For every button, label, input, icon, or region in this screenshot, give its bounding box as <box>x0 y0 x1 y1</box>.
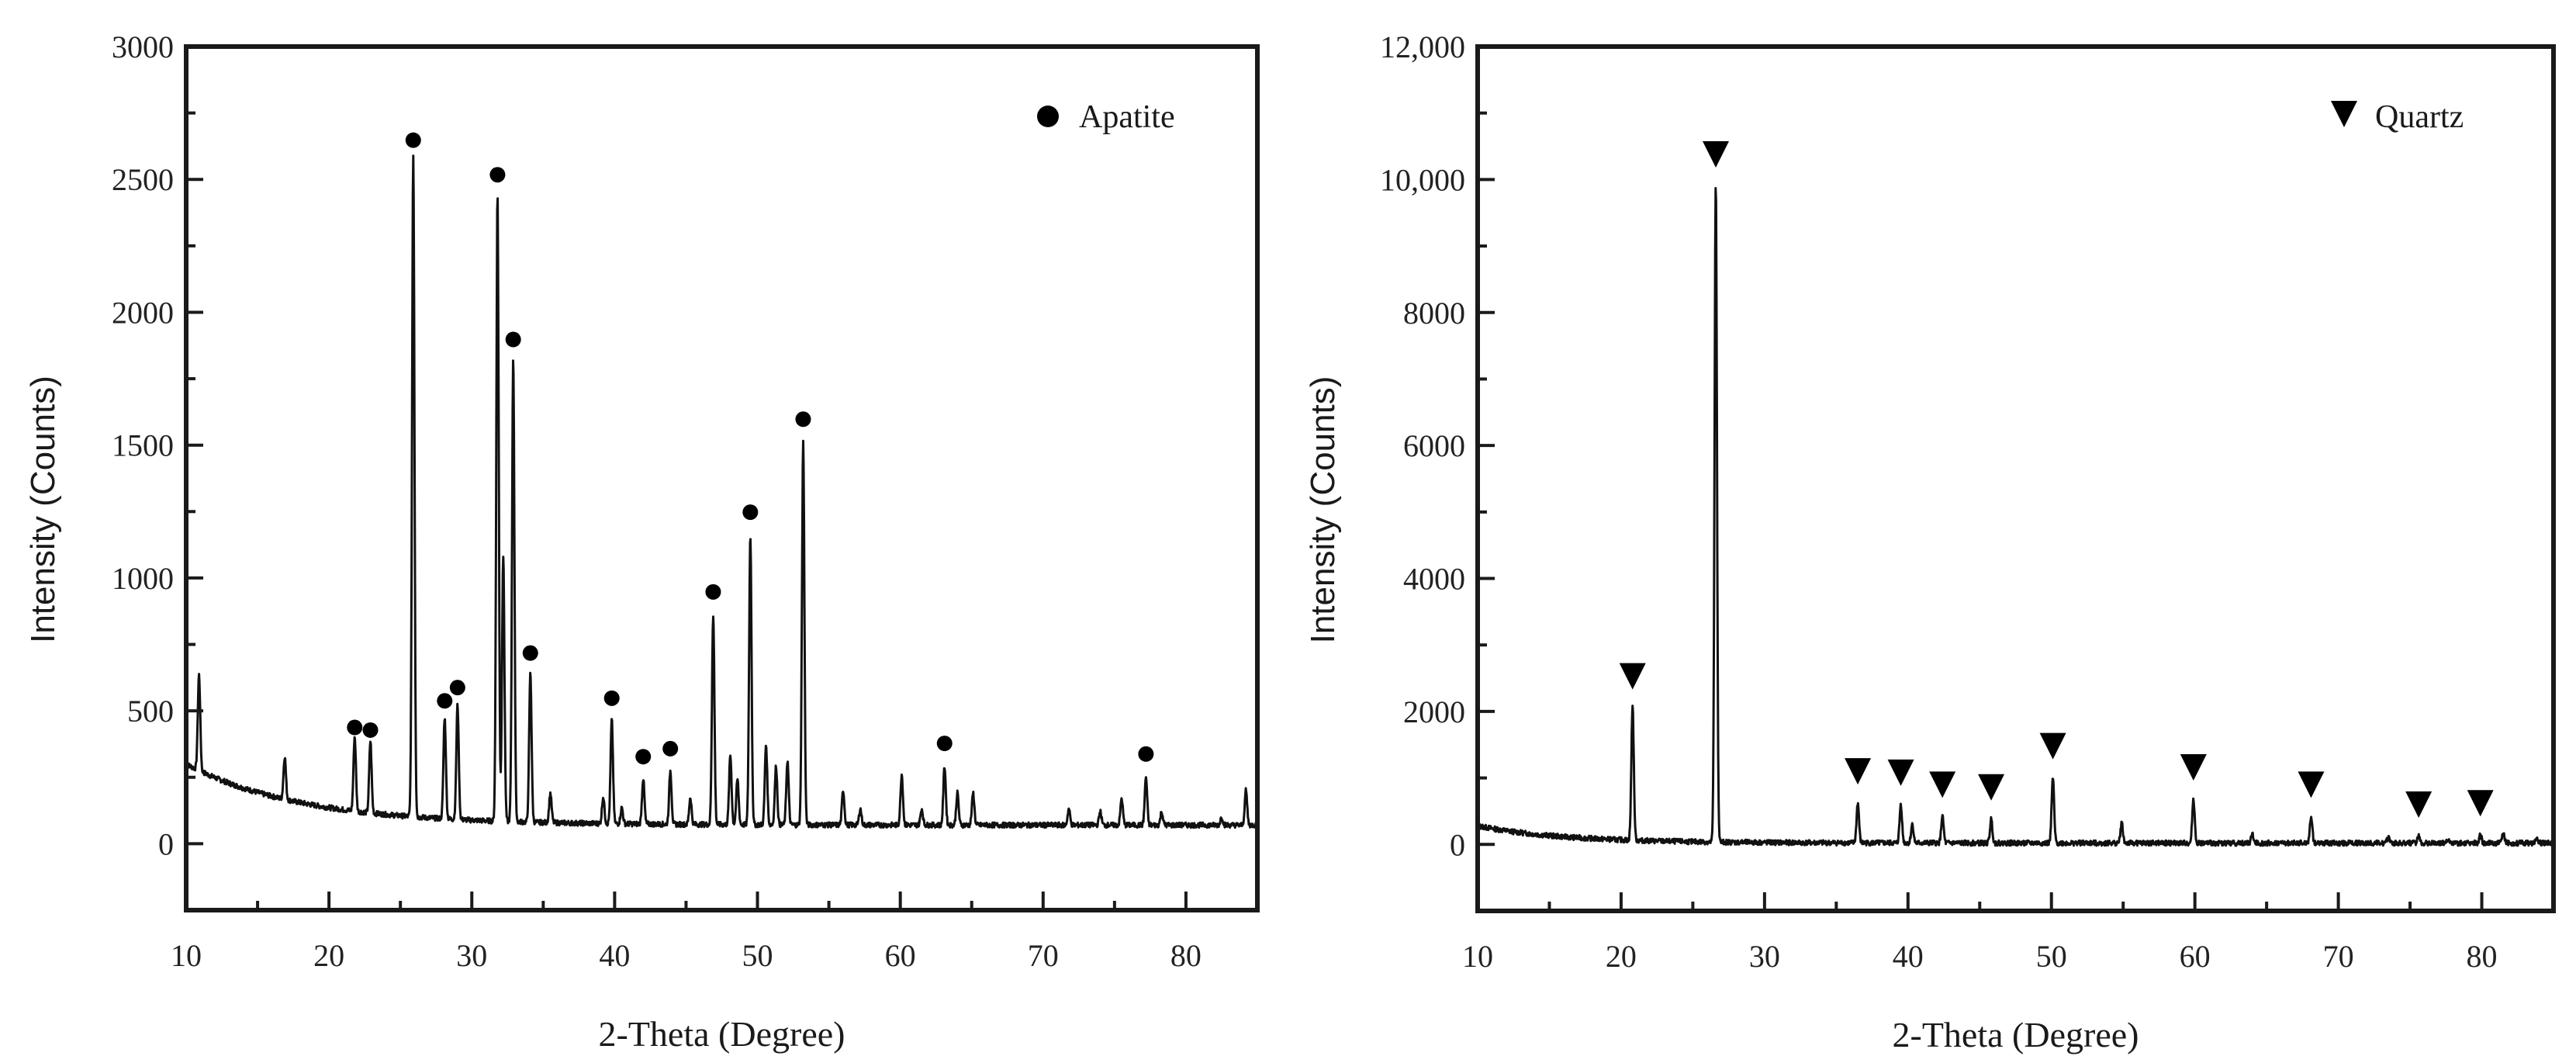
quartz-peak-marker <box>2180 754 2207 781</box>
x-tick-label: 20 <box>313 938 344 973</box>
apatite-xrd-chart: 10 20 30 40 50 60 70 80 0 500 1000 1500 2000 2500 3000… <box>24 29 1260 1054</box>
x-tick-label: 50 <box>742 938 773 973</box>
x-tick-label: 30 <box>456 938 487 973</box>
y-tick-label: 2000 <box>1403 694 1465 729</box>
apatite-peak-marker <box>603 690 620 706</box>
quartz-peak-marker <box>1619 663 1646 690</box>
apatite-peak-marker <box>522 645 538 661</box>
x-tick-label: 70 <box>1028 938 1059 973</box>
apatite-peak-marker <box>936 736 953 752</box>
y-tick-label: 10,000 <box>1380 162 1465 197</box>
apatite-peak-marker <box>437 693 453 709</box>
apatite-peak-marker <box>1138 746 1154 762</box>
quartz-peak-marker <box>1929 771 1956 798</box>
legend-label: Quartz <box>2375 99 2464 135</box>
x-tick-label: 70 <box>2323 939 2354 974</box>
x-tick-label: 80 <box>1170 938 1202 973</box>
apatite-peak-marker <box>449 680 465 696</box>
x-axis-title: 2-Theta (Degree) <box>599 1014 845 1054</box>
x-tick-label: 40 <box>1893 939 1924 974</box>
quartz-peak-marker <box>1702 140 1729 168</box>
x-tick-label: 20 <box>1606 939 1637 974</box>
y-tick-label: 2000 <box>112 295 174 330</box>
quartz-peak-marker <box>2039 732 2066 760</box>
x-tick-label: 60 <box>885 938 916 973</box>
apatite-peak-marker <box>635 749 652 765</box>
y-tick-label: 6000 <box>1403 428 1465 463</box>
y-tick-label: 8000 <box>1403 296 1465 331</box>
apatite-peak-marker <box>362 722 379 738</box>
y-tick-label: 2500 <box>112 162 174 197</box>
apatite-peak-marker <box>742 504 759 521</box>
y-tick-label: 500 <box>127 694 174 729</box>
y-tick-label: 0 <box>1450 827 1465 862</box>
x-tick-label: 50 <box>2036 939 2067 974</box>
quartz-xrd-chart: 10 20 30 40 50 60 70 80 0 2000 4000 6000 8000 10,000 1… <box>1288 0 2576 1063</box>
x-axis-title: 2-Theta (Degree) <box>1893 1015 2139 1054</box>
apatite-peak-marker <box>489 167 506 183</box>
y-tick-label: 1000 <box>112 561 174 596</box>
quartz-peak-marker <box>2298 771 2325 798</box>
plot-frame <box>1475 44 2556 913</box>
y-axis-title: Intensity (Counts) <box>1304 376 1342 644</box>
y-tick-label: 0 <box>158 826 174 861</box>
apatite-peak-marker <box>662 740 679 757</box>
quartz-plot-area: 10 20 30 40 50 60 70 80 0 2000 4000 6000 8000 10,000 1… <box>1304 29 2556 1054</box>
xrd-spectrum-line <box>185 154 1258 829</box>
x-tick-label: 40 <box>599 938 630 973</box>
legend-triangle-icon <box>2331 101 2357 127</box>
y-tick-label: 4000 <box>1403 562 1465 597</box>
apatite-peak-marker <box>505 331 521 348</box>
quartz-peak-marker <box>1845 758 1872 785</box>
quartz-peak-marker <box>2405 791 2433 819</box>
y-axis-title: Intensity (Counts) <box>24 376 62 643</box>
x-tick-label: 30 <box>1749 939 1780 974</box>
y-tick-label: 3000 <box>112 29 174 64</box>
apatite-peak-marker <box>795 411 811 428</box>
y-tick-label: 1500 <box>112 428 174 463</box>
plot-frame <box>184 44 1260 912</box>
apatite-peak-marker <box>705 583 721 600</box>
xrd-spectrum-line <box>1476 187 2554 847</box>
x-tick-label: 10 <box>1462 939 1493 974</box>
quartz-peak-marker <box>1887 759 1914 786</box>
apatite-peak-marker <box>347 719 363 736</box>
legend-circle-icon <box>1037 106 1059 127</box>
quartz-peak-marker <box>2467 790 2494 817</box>
x-tick-label: 60 <box>2180 939 2211 974</box>
x-tick-label: 10 <box>171 938 202 973</box>
apatite-peak-marker <box>405 132 421 148</box>
y-tick-label: 12,000 <box>1380 29 1465 64</box>
apatite-plot-area: 10 20 30 40 50 60 70 80 0 500 1000 1500 2000 2500 3000… <box>24 29 1260 1054</box>
x-tick-label: 80 <box>2467 939 2498 974</box>
legend-label: Apatite <box>1079 99 1175 135</box>
quartz-peak-marker <box>1978 774 2005 801</box>
